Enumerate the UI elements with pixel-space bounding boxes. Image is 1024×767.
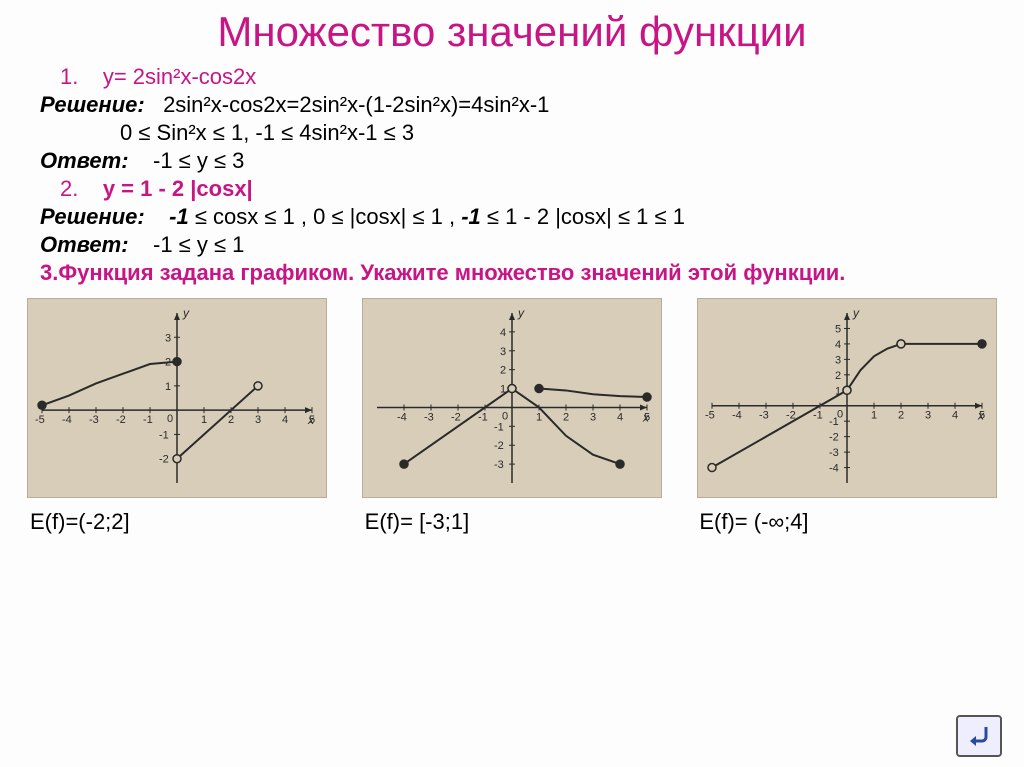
problem1-solution: Решение: 2sin²x-cos2x=2sin²x-(1-2sin²x)=… — [40, 92, 1004, 118]
back-button[interactable] — [956, 715, 1002, 757]
svg-text:2: 2 — [835, 370, 841, 382]
svg-text:4: 4 — [617, 411, 623, 423]
problem2-answer: Ответ: -1 ≤ y ≤ 1 — [40, 232, 1004, 258]
problem1-answer: Ответ: -1 ≤ y ≤ 3 — [40, 148, 1004, 174]
svg-text:-5: -5 — [705, 410, 715, 422]
svg-text:4: 4 — [835, 339, 841, 351]
svg-text:3: 3 — [590, 411, 596, 423]
chart2-box: xy0-4-3-2-112345-3-2-11234 E(f)= [-3;1] — [355, 298, 670, 535]
svg-text:-2: -2 — [451, 411, 461, 423]
svg-text:2: 2 — [563, 411, 569, 423]
problem1-func: 1. y= 2sin²x-cos2x — [60, 64, 1004, 90]
chart3-box: xy0-5-4-3-2-112345-4-3-2-112345 E(f)= (-… — [689, 298, 1004, 535]
svg-text:y: y — [182, 306, 190, 320]
svg-text:3: 3 — [835, 354, 841, 366]
svg-text:-2: -2 — [494, 440, 504, 452]
svg-text:-3: -3 — [494, 459, 504, 471]
svg-text:-1: -1 — [143, 414, 153, 426]
svg-text:-4: -4 — [732, 410, 742, 422]
chart2-svg: xy0-4-3-2-112345-3-2-11234 — [367, 303, 657, 493]
svg-text:5: 5 — [979, 410, 985, 422]
problem2-func: 2. y = 1 - 2 |cosx| — [60, 176, 1004, 202]
svg-text:1: 1 — [165, 381, 171, 393]
svg-text:-1: -1 — [494, 421, 504, 433]
svg-text:-2: -2 — [116, 414, 126, 426]
svg-text:y: y — [517, 306, 525, 320]
problem3-label: 3.Функция задана графиком. Укажите множе… — [40, 260, 964, 286]
svg-text:3: 3 — [925, 410, 931, 422]
chart1-answer: E(f)=(-2;2] — [20, 509, 335, 535]
chart3-answer: E(f)= (-∞;4] — [689, 509, 1004, 535]
svg-text:4: 4 — [500, 327, 506, 339]
svg-text:-1: -1 — [159, 429, 169, 441]
svg-text:4: 4 — [952, 410, 958, 422]
svg-text:2: 2 — [898, 410, 904, 422]
svg-text:-3: -3 — [424, 411, 434, 423]
chart3-svg: xy0-5-4-3-2-112345-4-3-2-112345 — [702, 303, 992, 493]
return-icon — [964, 723, 994, 749]
svg-text:1: 1 — [536, 411, 542, 423]
svg-text:5: 5 — [309, 414, 315, 426]
chart1-box: xy0-5-4-3-2-112345-2-1123 E(f)=(-2;2] — [20, 298, 335, 535]
svg-text:-4: -4 — [62, 414, 72, 426]
svg-text:-4: -4 — [829, 463, 839, 475]
charts-row: xy0-5-4-3-2-112345-2-1123 E(f)=(-2;2] xy… — [20, 298, 1004, 535]
svg-text:-1: -1 — [813, 410, 823, 422]
svg-text:5: 5 — [835, 323, 841, 335]
svg-text:-5: -5 — [35, 414, 45, 426]
svg-text:-4: -4 — [397, 411, 407, 423]
svg-text:1: 1 — [871, 410, 877, 422]
problem2-solution: Решение: -1 ≤ cosx ≤ 1 , 0 ≤ |cosx| ≤ 1 … — [40, 204, 1004, 230]
page-title: Множество значений функции — [20, 8, 1004, 56]
svg-text:4: 4 — [282, 414, 288, 426]
svg-text:-1: -1 — [829, 416, 839, 428]
chart2-answer: E(f)= [-3;1] — [355, 509, 670, 535]
svg-text:y: y — [852, 306, 860, 320]
chart1-svg: xy0-5-4-3-2-112345-2-1123 — [32, 303, 322, 493]
svg-text:3: 3 — [500, 346, 506, 358]
svg-text:0: 0 — [167, 413, 173, 425]
svg-text:1: 1 — [201, 414, 207, 426]
svg-text:-3: -3 — [89, 414, 99, 426]
svg-text:3: 3 — [255, 414, 261, 426]
svg-text:5: 5 — [644, 411, 650, 423]
svg-text:-3: -3 — [759, 410, 769, 422]
svg-text:-2: -2 — [159, 454, 169, 466]
svg-text:-2: -2 — [829, 432, 839, 444]
svg-text:2: 2 — [228, 414, 234, 426]
svg-text:2: 2 — [500, 365, 506, 377]
svg-text:3: 3 — [165, 332, 171, 344]
svg-text:-3: -3 — [829, 447, 839, 459]
problem1-ineq: 0 ≤ Sin²x ≤ 1, -1 ≤ 4sin²x-1 ≤ 3 — [120, 120, 1004, 146]
svg-text:-1: -1 — [478, 411, 488, 423]
